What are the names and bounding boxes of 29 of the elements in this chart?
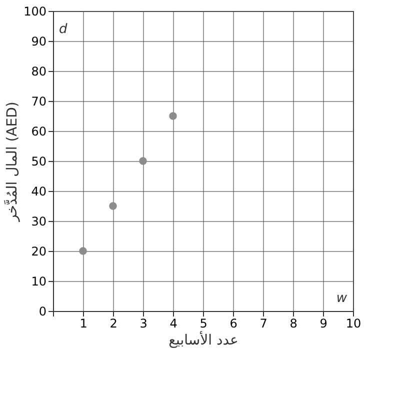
point	[139, 157, 147, 165]
x-tick-label: 6	[230, 316, 238, 330]
y-tick-label: 70	[31, 94, 46, 108]
y-tick-label: 60	[31, 124, 46, 138]
x-tick-label: 8	[290, 316, 298, 330]
annotation: w	[336, 291, 348, 306]
y-tick-label: 0	[38, 304, 46, 318]
annotation: d	[59, 22, 68, 37]
x-tick-label: 9	[320, 316, 328, 330]
y-tick-label: 30	[31, 214, 46, 228]
y-tick-label: 50	[31, 154, 46, 168]
point	[79, 247, 87, 255]
x-tick-label: 10	[346, 316, 362, 330]
point	[109, 202, 117, 210]
x-tick-label: 7	[260, 316, 268, 330]
point	[169, 112, 177, 120]
x-tick-label: 5	[200, 316, 208, 330]
y-tick-label: 100	[24, 4, 46, 18]
y-axis-title: المال المُدَّخر (AED)	[2, 102, 21, 222]
y-tick-label: 20	[31, 244, 46, 258]
y-tick-label: 80	[31, 64, 46, 78]
x-tick-label: 2	[110, 316, 118, 330]
x-axis-title: عدد الأسابيع	[168, 330, 238, 348]
y-tick-label: 40	[31, 184, 46, 198]
y-tick-label: 90	[31, 34, 46, 48]
x-tick-label: 3	[140, 316, 148, 330]
y-tick-label: 10	[31, 274, 46, 288]
x-tick-label: 1	[80, 316, 88, 330]
x-tick-label: 4	[170, 316, 178, 330]
